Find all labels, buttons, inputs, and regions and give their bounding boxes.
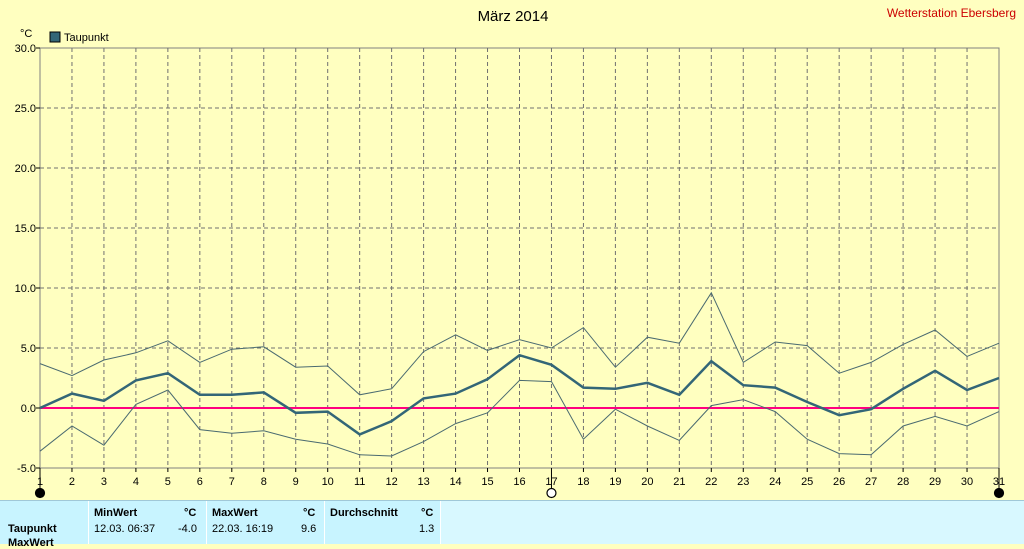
- x-tick-label: 28: [897, 476, 909, 488]
- x-tick-label: 27: [865, 476, 877, 488]
- chart-title: März 2014: [478, 8, 549, 25]
- x-tick-label: 7: [229, 476, 235, 488]
- x-tick-label: 11: [354, 476, 365, 488]
- series-line-mean: [39, 353, 1000, 436]
- min-value: -4.0: [178, 523, 197, 535]
- station-name: Wetterstation Ebersberg: [887, 6, 1016, 20]
- x-tick-label: 4: [133, 476, 139, 488]
- stats-divider: [206, 501, 207, 544]
- x-tick-label: 6: [197, 476, 203, 488]
- x-tick-label: 21: [673, 476, 685, 488]
- stats-row-label-2: MaxWert: [8, 537, 54, 549]
- stats-row-label: Taupunkt: [8, 523, 57, 535]
- y-tick-label: 5.0: [21, 343, 36, 355]
- y-tick-label: 15.0: [15, 223, 36, 235]
- stats-divider: [88, 501, 89, 544]
- max-unit: °C: [303, 507, 316, 519]
- legend-label: Taupunkt: [64, 32, 109, 44]
- x-tick-label: 8: [261, 476, 267, 488]
- min-unit: °C: [184, 507, 197, 519]
- x-tick-label: 16: [513, 476, 525, 488]
- x-tick-label: 10: [322, 476, 334, 488]
- x-tick-label: 14: [449, 476, 461, 488]
- x-tick-label: 12: [386, 476, 398, 488]
- x-tick-label: 13: [417, 476, 429, 488]
- stats-empty-panel: [441, 501, 1024, 544]
- x-tick-label: 19: [609, 476, 621, 488]
- min-time: 12.03. 06:37: [94, 523, 156, 535]
- x-tick-label: 20: [641, 476, 653, 488]
- cursor-marker-handle[interactable]: [993, 487, 1005, 499]
- series-line-min: [39, 379, 1000, 457]
- y-tick-label: 20.0: [15, 163, 36, 175]
- y-tick-label: 10.0: [15, 283, 36, 295]
- dewpoint-chart: März 2014 Wetterstation Ebersberg °C Tau…: [15, 6, 1016, 499]
- x-tick-label: 24: [769, 476, 781, 488]
- statistics-panel: Taupunkt MaxWert MinWert °C 12.03. 06:37…: [0, 500, 1024, 549]
- x-tick-label: 22: [705, 476, 717, 488]
- y-tick-label: 0.0: [21, 403, 36, 415]
- x-tick-label: 18: [577, 476, 589, 488]
- x-tick-label: 5: [165, 476, 171, 488]
- avg-value: 1.3: [419, 523, 435, 535]
- x-tick-label: 15: [481, 476, 493, 488]
- legend-swatch: [49, 31, 61, 43]
- max-value: 9.6: [301, 523, 317, 535]
- x-tick-label: 30: [961, 476, 973, 488]
- x-tick-label: 23: [737, 476, 749, 488]
- cursor-marker-handle[interactable]: [34, 487, 46, 499]
- stats-divider: [324, 501, 325, 544]
- avg-header: Durchschnitt: [330, 507, 398, 519]
- y-tick-label: 30.0: [15, 43, 36, 55]
- stats-divider: [440, 501, 441, 544]
- y-tick-label: -5.0: [17, 463, 36, 475]
- y-axis-unit: °C: [20, 28, 32, 40]
- max-header: MaxWert: [212, 507, 258, 519]
- x-tick-label: 29: [929, 476, 941, 488]
- y-tick-label: 25.0: [15, 103, 36, 115]
- min-header: MinWert: [94, 507, 138, 519]
- cursor-marker-handle[interactable]: [546, 487, 557, 499]
- x-tick-label: 2: [69, 476, 75, 488]
- x-tick-label: 26: [833, 476, 845, 488]
- max-time: 22.03. 16:19: [212, 523, 274, 535]
- x-tick-label: 25: [801, 476, 813, 488]
- series-line-max: [39, 291, 1000, 396]
- avg-unit: °C: [421, 507, 434, 519]
- x-tick-label: 3: [101, 476, 107, 488]
- x-tick-label: 9: [293, 476, 299, 488]
